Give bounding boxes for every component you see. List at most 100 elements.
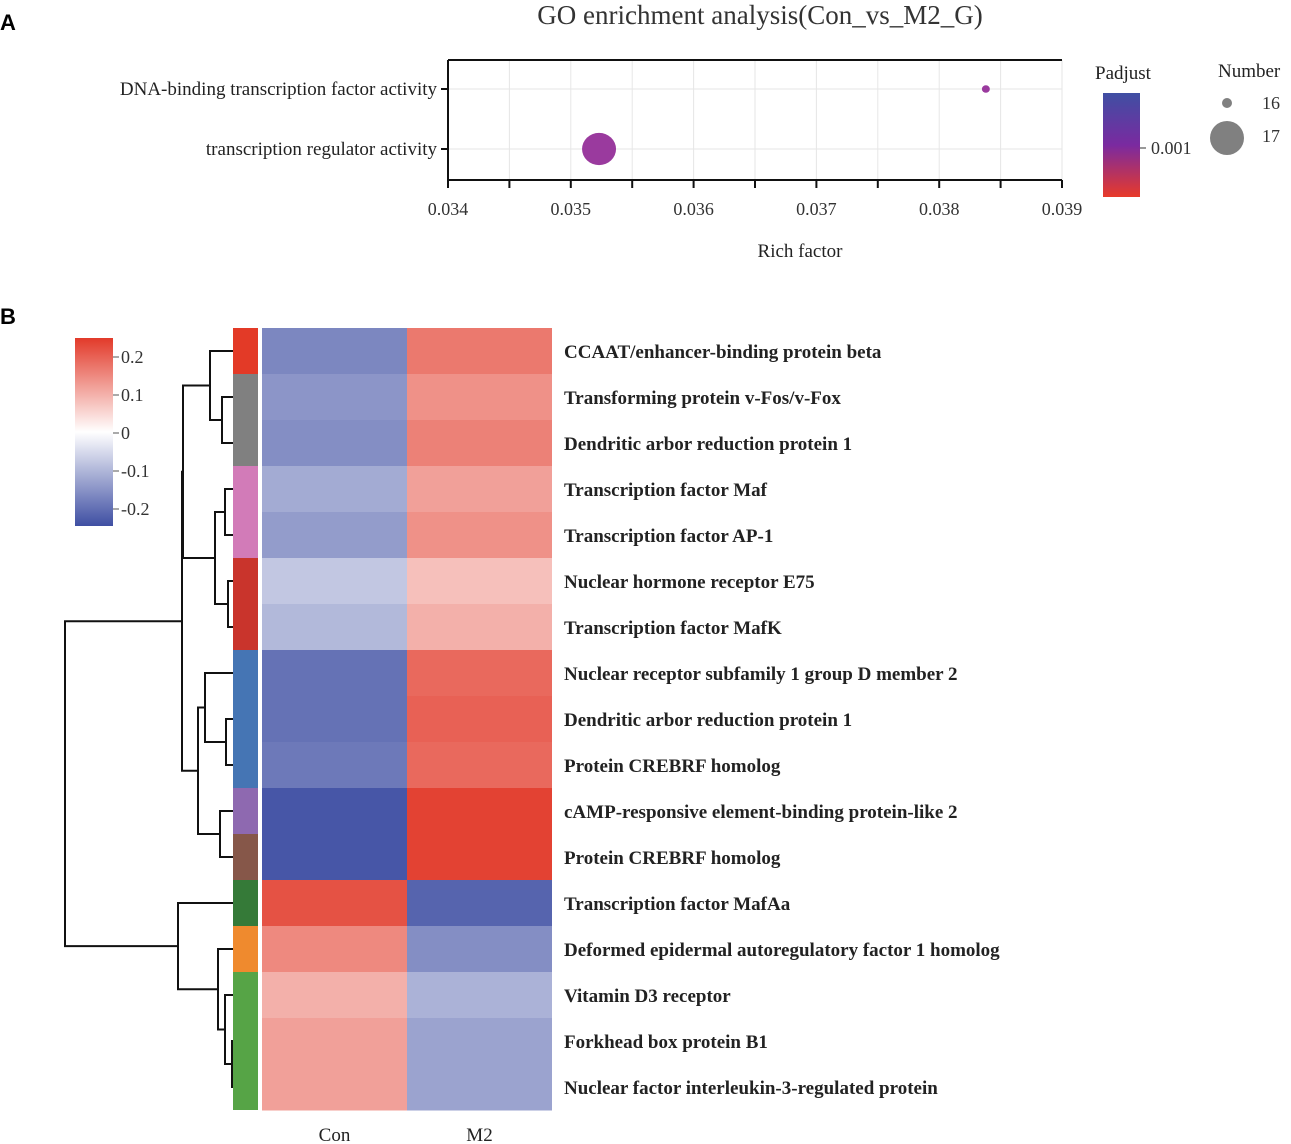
number-legend-title: Number	[1218, 61, 1281, 82]
x-tick-label: 0.036	[673, 199, 714, 219]
cluster-color-bar	[233, 1064, 258, 1110]
column-label: M2	[466, 1125, 492, 1144]
cluster-color-bar	[233, 880, 258, 926]
heatmap-cell	[407, 512, 552, 559]
cluster-color-bar	[233, 696, 258, 742]
heatmap-cell	[262, 650, 407, 697]
x-tick-label: 0.038	[919, 199, 960, 219]
size-legend-label-17: 17	[1262, 126, 1280, 146]
row-label: CCAAT/enhancer-binding protein beta	[564, 342, 882, 363]
heatmap-cell	[407, 742, 552, 789]
cluster-color-bar	[233, 742, 258, 788]
row-label: Protein CREBRF homolog	[564, 848, 781, 869]
chart-title: GO enrichment analysis(Con_vs_M2_G)	[537, 0, 982, 30]
size-legend-small-circle	[1222, 98, 1232, 108]
heatmap-cell	[262, 926, 407, 973]
row-label: Transcription factor MafK	[564, 618, 782, 639]
row-label: Transforming protein v-Fos/v-Fox	[564, 388, 841, 409]
heatmap-cell	[262, 834, 407, 881]
heatmap-cell	[407, 374, 552, 421]
row-label: Transcription factor AP-1	[564, 526, 773, 547]
cluster-color-bar	[233, 328, 258, 374]
heatmap-cell	[262, 558, 407, 605]
x-tick-label: 0.039	[1042, 199, 1083, 219]
x-tick-label: 0.035	[551, 199, 592, 219]
row-label: Vitamin D3 receptor	[564, 986, 731, 1007]
colorbar-tick-label: 0.2	[121, 347, 144, 367]
dendrogram-branch	[224, 488, 233, 536]
row-label: Transcription factor Maf	[564, 480, 768, 501]
heatmap-cell	[262, 788, 407, 835]
colorbar-tick-label: 0.1	[121, 385, 144, 405]
colorbar-tick-label: -0.2	[121, 499, 150, 519]
row-label: Forkhead box protein B1	[564, 1032, 768, 1053]
cluster-color-bar	[233, 972, 258, 1018]
row-label: cAMP-responsive element-binding protein-…	[564, 802, 958, 823]
heatmap: CCAAT/enhancer-binding protein beta Trans…	[233, 328, 1000, 1144]
y-tick-label: transcription regulator activity	[206, 139, 438, 160]
heatmap-cell	[407, 420, 552, 467]
heatmap-cell	[407, 328, 552, 375]
heatmap-cell	[262, 512, 407, 559]
heatmap-cell	[407, 788, 552, 835]
heatmap-cell	[407, 466, 552, 513]
heatmap-colorbar-ticks: 0.2 0.1 0 -0.1 -0.2	[113, 347, 150, 519]
heatmap-cell	[262, 972, 407, 1019]
heatmap-cell	[262, 328, 407, 375]
data-point	[582, 132, 617, 166]
size-legend-large-circle	[1210, 121, 1244, 155]
dendrogram-branch	[197, 706, 220, 835]
heatmap-cell	[407, 604, 552, 651]
dendrogram-branch	[219, 810, 233, 858]
cluster-color-bar	[233, 926, 258, 972]
padjust-tick-label: 0.001	[1151, 138, 1192, 158]
heatmap-cell	[407, 1018, 552, 1065]
colorbar-tick-label: -0.1	[121, 461, 150, 481]
heatmap-cell	[262, 466, 407, 513]
heatmap-cell	[407, 880, 552, 927]
dendrogram-branch	[204, 672, 233, 743]
row-label: Nuclear factor interleukin-3-regulated p…	[564, 1078, 938, 1099]
heatmap-cell	[407, 926, 552, 973]
dendrogram-branch	[231, 1040, 233, 1088]
heatmap-cell	[262, 696, 407, 743]
dendrogram-branch	[181, 470, 198, 772]
heatmap-cell	[262, 420, 407, 467]
heatmap-cell	[407, 972, 552, 1019]
panel-label-a: A	[0, 10, 16, 35]
cluster-color-bar	[233, 788, 258, 834]
dendrogram-branch	[64, 620, 182, 948]
size-legend-label-16: 16	[1262, 93, 1280, 113]
dendrogram-branch	[214, 511, 228, 605]
bubble-plot: 0.034 0.035 0.036 0.037 0.038 0.039 DNA-bindin…	[120, 59, 1083, 219]
colorbar-tick-label: 0	[121, 423, 130, 443]
data-point	[981, 85, 990, 93]
row-label: Dendritic arbor reduction protein 1	[564, 710, 852, 731]
heatmap-cell	[407, 1064, 552, 1111]
cluster-color-bar	[233, 512, 258, 558]
heatmap-cell	[407, 696, 552, 743]
heatmap-colorbar	[75, 338, 113, 526]
cluster-color-bar	[233, 374, 258, 420]
heatmap-cell	[262, 1064, 407, 1111]
cluster-color-bar	[233, 604, 258, 650]
panel-label-b: B	[0, 304, 16, 329]
dendrogram-branch	[225, 718, 233, 766]
row-label: Nuclear hormone receptor E75	[564, 572, 815, 593]
row-label: Transcription factor MafAa	[564, 894, 791, 915]
padjust-legend-title: Padjust	[1095, 63, 1152, 84]
heatmap-cell	[262, 880, 407, 927]
column-label: Con	[319, 1125, 351, 1144]
cluster-color-bar	[233, 834, 258, 880]
padjust-colorbar	[1103, 93, 1140, 197]
x-tick-label: 0.034	[428, 199, 469, 219]
cluster-color-bar	[233, 420, 258, 466]
heatmap-cell	[262, 1018, 407, 1065]
heatmap-cell	[407, 558, 552, 605]
cluster-color-bar	[233, 466, 258, 512]
dendrogram-branch	[221, 396, 233, 444]
dendrogram-branch	[177, 902, 233, 991]
cluster-color-bar	[233, 1018, 258, 1064]
heatmap-cell	[407, 650, 552, 697]
